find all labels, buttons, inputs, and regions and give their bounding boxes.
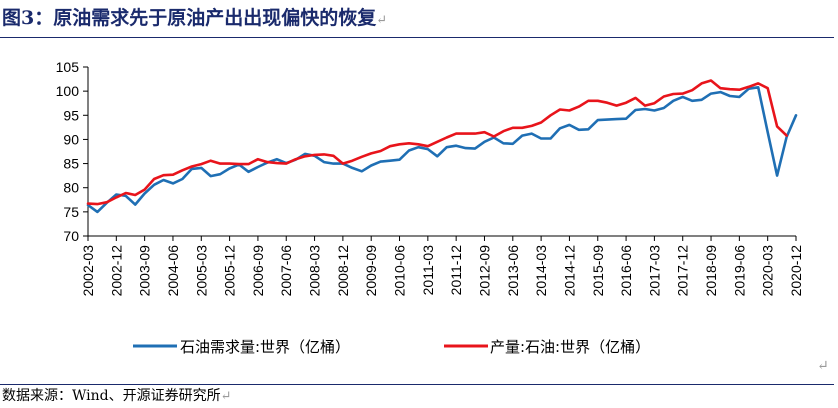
return-mark-icon: ↵ [817,358,829,374]
x-tick-label: 2013-06 [505,245,521,297]
x-tick-label: 2008-03 [307,245,323,297]
source-divider [0,384,834,385]
return-mark-icon: ↵ [376,13,388,28]
x-tick-label: 2003-09 [137,245,153,297]
chart-title: 图3：原油需求先于原油产出出现偏快的恢复↵ [2,7,388,29]
line-chart: 70 75 80 85 90 95 100 105 2002-03 2002-12 2003-09 2… [56,59,804,356]
y-tick-label: 75 [63,204,79,220]
x-tick-label: 2019-06 [731,245,747,297]
x-tick-label: 2017-03 [646,245,662,297]
x-tick-label: 2009-09 [363,245,379,297]
y-tick-label: 70 [63,228,79,244]
x-tick-label: 2020-12 [788,245,804,297]
legend-label-1: 石油需求量:世界（亿桶） [180,338,350,356]
x-tick-label: 2011-12 [448,245,464,296]
series-line-2 [86,79,788,206]
return-mark-icon: ↵ [220,389,232,404]
x-tick-label: 2004-06 [165,245,181,297]
x-tick-label: 2007-06 [278,245,294,297]
x-tick-label: 2005-03 [193,245,209,297]
y-tick-label: 105 [56,59,80,75]
y-tick-label: 95 [63,107,79,123]
x-tick-label: 2014-03 [533,245,549,297]
y-tick-label: 85 [63,156,79,172]
x-tick-label: 2006-09 [250,245,266,297]
title-divider [0,37,834,38]
x-tick-label: 2005-12 [222,245,238,297]
legend-label-2: 产量:石油:世界（亿桶） [490,338,650,356]
y-tick-label: 80 [63,180,79,196]
x-tick-label: 2011-03 [420,245,436,296]
series-line-1 [86,85,798,214]
x-tick-label: 2008-12 [335,245,351,297]
x-tick-label: 2016-06 [618,245,634,297]
x-tick-label: 2017-12 [675,245,691,297]
x-tick-label: 2002-03 [80,245,96,297]
x-tick-label: 2018-09 [703,245,719,297]
x-tick-label: 2012-09 [476,245,492,297]
x-tick-label: 2014-12 [561,245,577,297]
x-tick-label: 2002-12 [108,245,124,297]
y-tick-label: 90 [63,131,79,147]
x-tick-label: 2020-03 [760,245,776,297]
x-tick-label: 2010-06 [392,245,408,297]
source-note: 数据来源：Wind、开源证券研究所↵ [2,388,232,404]
x-tick-label: 2015-09 [590,245,606,297]
y-tick-label: 100 [56,83,80,99]
